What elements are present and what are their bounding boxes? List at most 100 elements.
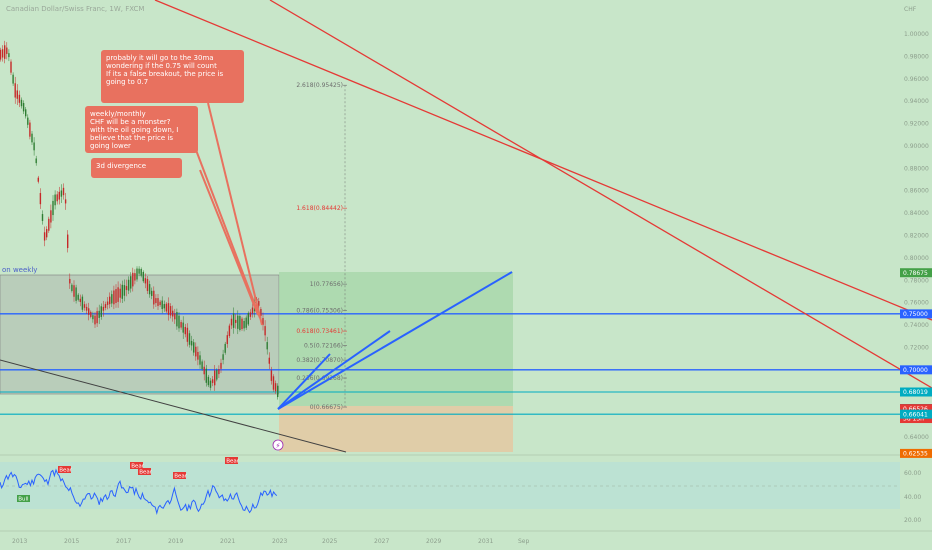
candle-body xyxy=(46,229,48,238)
time-tick-7: 2027 xyxy=(374,538,389,545)
candle-body xyxy=(169,306,172,316)
candle-body xyxy=(41,214,44,221)
candle-body xyxy=(67,234,69,249)
candle-body xyxy=(270,370,273,381)
signal-badge-0 xyxy=(58,466,71,473)
fib-label-2: 1(0.77656) xyxy=(310,281,343,288)
consolidation-box xyxy=(0,274,280,395)
candle-body xyxy=(18,94,21,103)
candle-body xyxy=(102,306,105,311)
price-badge-text-5: 0.66526 xyxy=(903,406,928,413)
note-chf-monster[interactable]: weekly/monthly CHF will be a monster? wi… xyxy=(85,106,198,153)
signal-badge-5 xyxy=(17,495,30,502)
candle-body xyxy=(111,294,113,304)
price-tick-3: 0.94000 xyxy=(904,98,929,105)
candle-body xyxy=(10,61,12,73)
price-tick-1: 0.98000 xyxy=(904,53,929,60)
support-line-black xyxy=(0,359,347,453)
candle-body xyxy=(274,383,277,392)
candle-body xyxy=(104,304,107,308)
fib-label-0: 2.618(0.95425) xyxy=(296,82,343,89)
candle-body xyxy=(60,190,63,197)
candle-body xyxy=(142,272,144,282)
candle-body xyxy=(106,301,109,305)
candle-body xyxy=(6,47,8,54)
price-badge-text-1: 0.75000 xyxy=(903,311,928,318)
price-badges: 0.786750.750000.700000.680190.665370.665… xyxy=(900,268,932,458)
candle-body xyxy=(220,362,222,369)
candle-body xyxy=(54,194,56,206)
candle-body xyxy=(35,158,37,164)
candle-body xyxy=(50,210,52,223)
candle-body xyxy=(218,369,220,375)
candle-body xyxy=(199,355,201,365)
candle-body xyxy=(203,366,205,375)
candle-body xyxy=(209,380,212,388)
candle-body xyxy=(260,308,262,316)
candle-body xyxy=(27,117,29,125)
signal-text-5: Bull xyxy=(18,496,29,502)
fib-label-8: 0(0.66675) xyxy=(310,404,343,411)
candle-body xyxy=(190,340,193,346)
indicator-axis: 60.00 40.00 20.00 xyxy=(904,470,921,524)
candle-body xyxy=(75,287,77,301)
fib-label-4: 0.618(0.73461) xyxy=(296,328,343,335)
price-badge-7 xyxy=(900,409,932,419)
range-label: on weekly xyxy=(2,266,37,274)
price-tick-13: 0.74000 xyxy=(904,322,929,329)
candle-body xyxy=(25,109,27,117)
time-tick-0: 2013 xyxy=(12,538,27,545)
candle-body xyxy=(243,320,245,329)
candle-body xyxy=(262,318,264,325)
candle-body xyxy=(29,122,31,137)
time-tick-4: 2021 xyxy=(220,538,235,545)
candle-body xyxy=(138,268,140,274)
candle-body xyxy=(151,290,153,296)
price-badge-0 xyxy=(900,268,932,278)
candle-body xyxy=(56,194,58,202)
signal-badge-2 xyxy=(138,468,151,475)
signal-badge-4 xyxy=(225,457,238,464)
candle-body xyxy=(136,268,138,280)
trend-line-red-2 xyxy=(269,0,932,389)
candle-body xyxy=(247,312,249,325)
price-tick-2: 0.96000 xyxy=(904,76,929,83)
candle-body xyxy=(115,289,117,303)
candle-body xyxy=(37,177,39,182)
candle-body xyxy=(165,303,168,312)
signal-text-4: Bear xyxy=(226,458,240,464)
candle-body xyxy=(130,276,132,289)
price-tick-6: 0.88000 xyxy=(904,165,929,172)
candle-body xyxy=(88,308,90,315)
price-badge-2 xyxy=(900,365,932,375)
note-3d-divergence[interactable]: 3d divergence xyxy=(91,158,182,178)
candle-body xyxy=(14,83,16,98)
candle-body xyxy=(226,335,228,345)
candle-body xyxy=(127,279,130,291)
fib-label-3: 0.786(0.75306) xyxy=(296,307,343,314)
note-arrow-3 xyxy=(199,169,259,316)
price-badge-text-2: 0.70000 xyxy=(903,367,928,374)
candle-body xyxy=(16,90,18,99)
time-tick-5: 2023 xyxy=(272,538,287,545)
lightning-icon[interactable] xyxy=(272,439,284,451)
indicator-tick-1: 40.00 xyxy=(904,494,921,501)
stop-zone xyxy=(279,406,513,452)
note-false-breakout[interactable]: probably it will go to the 30ma wonderin… xyxy=(101,50,244,103)
price-tick-12: 0.76000 xyxy=(904,300,929,307)
time-tick-1: 2015 xyxy=(64,538,79,545)
candle-body xyxy=(224,343,226,353)
candle-body xyxy=(277,385,279,398)
price-badge-text-7: 0.66041 xyxy=(903,411,928,418)
candle-body xyxy=(134,273,136,281)
price-tick-10: 0.80000 xyxy=(904,255,929,262)
price-badge-text-0: 0.78675 xyxy=(903,270,928,277)
candle-body xyxy=(163,304,165,309)
candle-body xyxy=(178,315,180,329)
fib-label-6: 0.382(0.70870) xyxy=(296,357,343,364)
signal-badge-1 xyxy=(130,462,143,469)
time-tick-10: Sep xyxy=(518,538,530,545)
candle-body xyxy=(222,354,224,360)
price-badge-1 xyxy=(900,309,932,319)
note-arrow-2 xyxy=(195,149,261,319)
